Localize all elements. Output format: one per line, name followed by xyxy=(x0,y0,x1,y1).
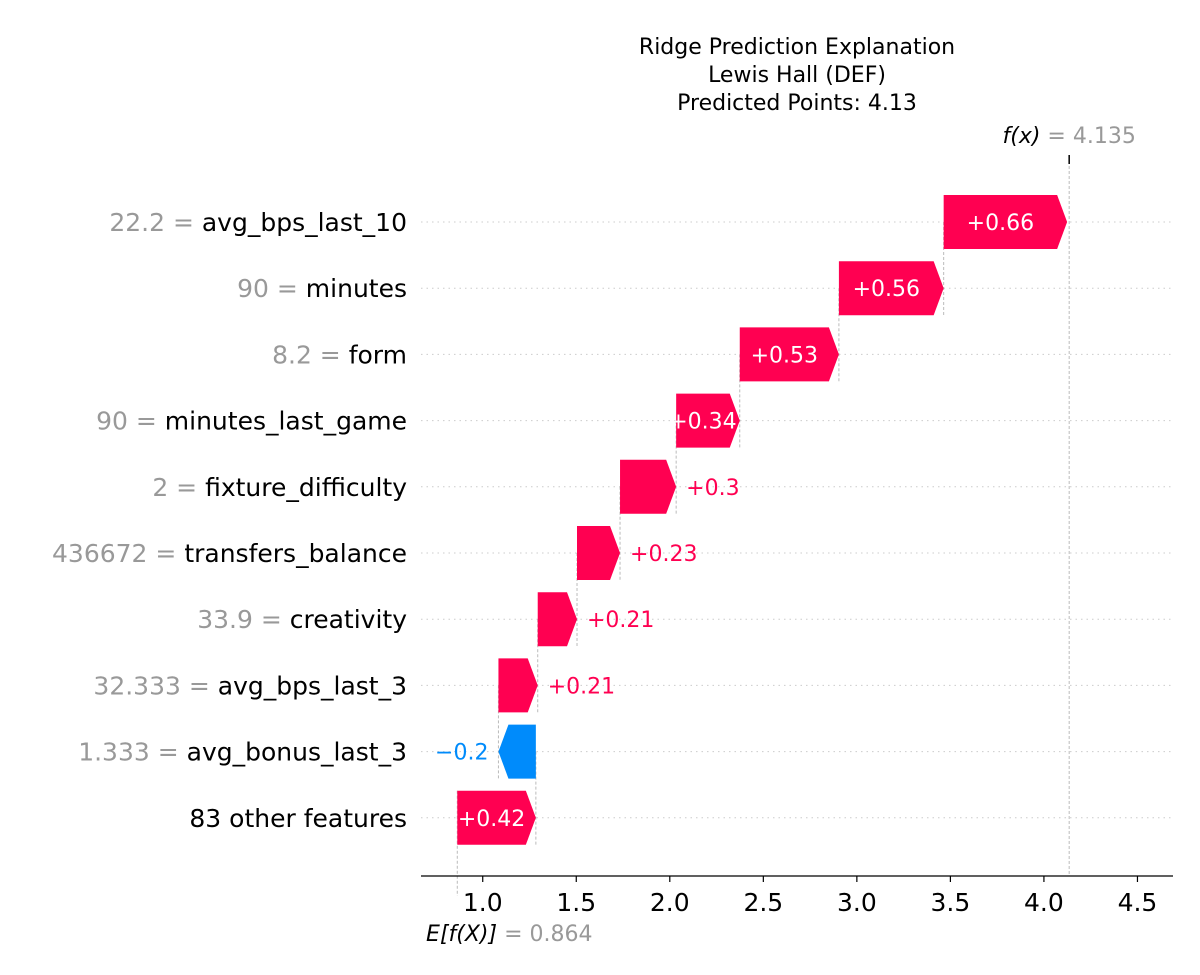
x-tick-label: 3.0 xyxy=(837,888,877,917)
positive-bar xyxy=(537,592,578,647)
base-value-symbol: E[f(X)] xyxy=(426,922,504,947)
feature-label: 90 = minutes xyxy=(237,274,407,303)
x-tick-label: 1.0 xyxy=(463,888,503,917)
base-value-text: = 0.864 xyxy=(504,922,592,947)
x-tick-label: 1.5 xyxy=(556,888,596,917)
feature-label: 83 other features xyxy=(189,804,407,833)
final-value-symbol: f(x) xyxy=(1002,124,1047,149)
feature-label: 436672 = transfers_balance xyxy=(52,539,407,568)
feature-name: minutes_last_game xyxy=(165,407,407,436)
x-tick-label: 2.0 xyxy=(650,888,690,917)
feature-name: avg_bonus_last_3 xyxy=(187,738,407,767)
bar-value-label: +0.21 xyxy=(587,608,654,633)
feature-value: 2 = xyxy=(152,473,205,502)
feature-label: 32.333 = avg_bps_last_3 xyxy=(93,671,407,700)
positive-bar xyxy=(498,658,538,713)
positive-bar xyxy=(457,790,536,845)
bar-value-label: +0.34 xyxy=(669,410,736,435)
feature-name: fixture_difficulty xyxy=(205,473,407,502)
final-value-text: = 4.135 xyxy=(1047,124,1135,149)
feature-name: form xyxy=(349,340,407,369)
positive-bar xyxy=(943,195,1068,249)
feature-label: 22.2 = avg_bps_last_10 xyxy=(109,208,407,237)
positive-bar xyxy=(676,393,740,448)
bar-value-label: +0.21 xyxy=(548,674,615,699)
x-tick-label: 2.5 xyxy=(743,888,783,917)
feature-value: 1.333 = xyxy=(78,738,186,767)
x-axis: 1.0 1.5 2.0 2.5 3.0 3.5 4.0 4.5 xyxy=(421,875,1173,917)
feature-labels: 22.2 = avg_bps_last_10 90 = minutes 8.2 = … xyxy=(52,208,407,833)
title-line-1: Ridge Prediction Explanation xyxy=(639,35,955,60)
feature-value: 90 = xyxy=(96,407,165,436)
positive-bar xyxy=(620,459,677,514)
connector-lines xyxy=(456,155,1070,896)
bar-value-label: +0.3 xyxy=(686,476,739,501)
feature-label: 1.333 = avg_bonus_last_3 xyxy=(78,738,407,767)
feature-name: 83 other features xyxy=(189,804,407,833)
feature-value: 32.333 = xyxy=(93,671,217,700)
positive-bar xyxy=(838,261,944,316)
chart-title: Ridge Prediction Explanation Lewis Hall … xyxy=(639,35,955,116)
feature-label: 8.2 = form xyxy=(272,340,407,369)
value-annotations: f(x) = 4.135 E[f(X)] = 0.864 xyxy=(426,124,1136,947)
positive-bar xyxy=(577,526,621,580)
positive-bar xyxy=(739,327,839,382)
feature-value: 90 = xyxy=(237,274,306,303)
feature-label: 33.9 = creativity xyxy=(197,605,407,634)
title-line-2: Lewis Hall (DEF) xyxy=(708,63,886,88)
bar-value-label: +0.56 xyxy=(853,277,920,302)
feature-value: 33.9 = xyxy=(197,605,290,634)
negative-bar xyxy=(498,724,536,779)
feature-name: minutes xyxy=(306,274,407,303)
bar-value-label: +0.42 xyxy=(458,807,525,832)
bar-value-label: −0.2 xyxy=(435,741,488,766)
feature-value: 436672 = xyxy=(52,539,184,568)
feature-label: 2 = fixture_difficulty xyxy=(152,473,407,502)
x-tick-label: 3.5 xyxy=(931,888,971,917)
base-value-annotation: E[f(X)] = 0.864 xyxy=(426,922,592,947)
feature-name: creativity xyxy=(290,605,407,634)
feature-label: 90 = minutes_last_game xyxy=(96,407,407,436)
bar-value-label: +0.23 xyxy=(630,542,697,567)
bars: +0.66 +0.56 +0.53 +0.34 +0.3 +0.23 +0.21 +0.21 −… xyxy=(435,195,1068,845)
final-value-annotation: f(x) = 4.135 xyxy=(1002,124,1135,149)
x-tick-label: 4.5 xyxy=(1118,888,1158,917)
feature-value: 8.2 = xyxy=(272,340,349,369)
feature-name: transfers_balance xyxy=(184,539,407,568)
x-tick-label: 4.0 xyxy=(1024,888,1064,917)
feature-name: avg_bps_last_10 xyxy=(202,208,407,237)
bar-value-label: +0.66 xyxy=(967,211,1034,236)
bar-value-label: +0.53 xyxy=(751,343,818,368)
feature-value: 22.2 = xyxy=(109,208,202,237)
feature-name: avg_bps_last_3 xyxy=(218,671,407,700)
title-line-3: Predicted Points: 4.13 xyxy=(677,91,917,116)
